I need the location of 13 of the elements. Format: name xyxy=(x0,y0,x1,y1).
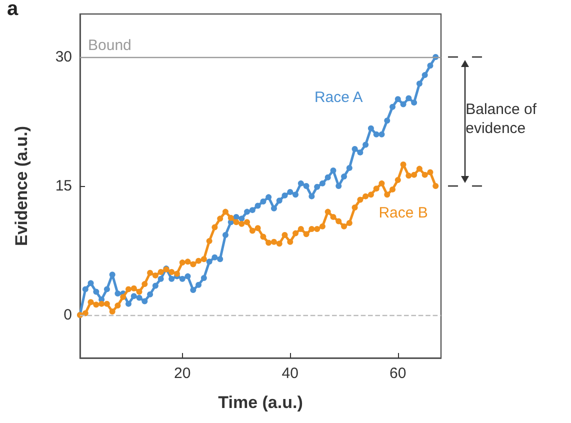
text: Balance of evidence xyxy=(466,100,538,138)
x-axis-title: Time (a.u.) xyxy=(218,393,303,412)
x-tick-label: 60 xyxy=(390,365,406,382)
y-tick-label: 0 xyxy=(64,306,72,324)
series-label: Race A xyxy=(314,89,363,106)
y-tick-label: 30 xyxy=(55,48,72,66)
y-axis-title: Evidence (a.u.) xyxy=(12,126,31,246)
x-tick-label: 40 xyxy=(282,365,298,382)
series-label: Race B xyxy=(378,204,428,222)
ref-line-label: Bound xyxy=(88,37,132,54)
chart-title: a xyxy=(7,0,19,20)
x-tick-label: 20 xyxy=(174,365,191,382)
y-tick-label: 15 xyxy=(55,178,72,194)
